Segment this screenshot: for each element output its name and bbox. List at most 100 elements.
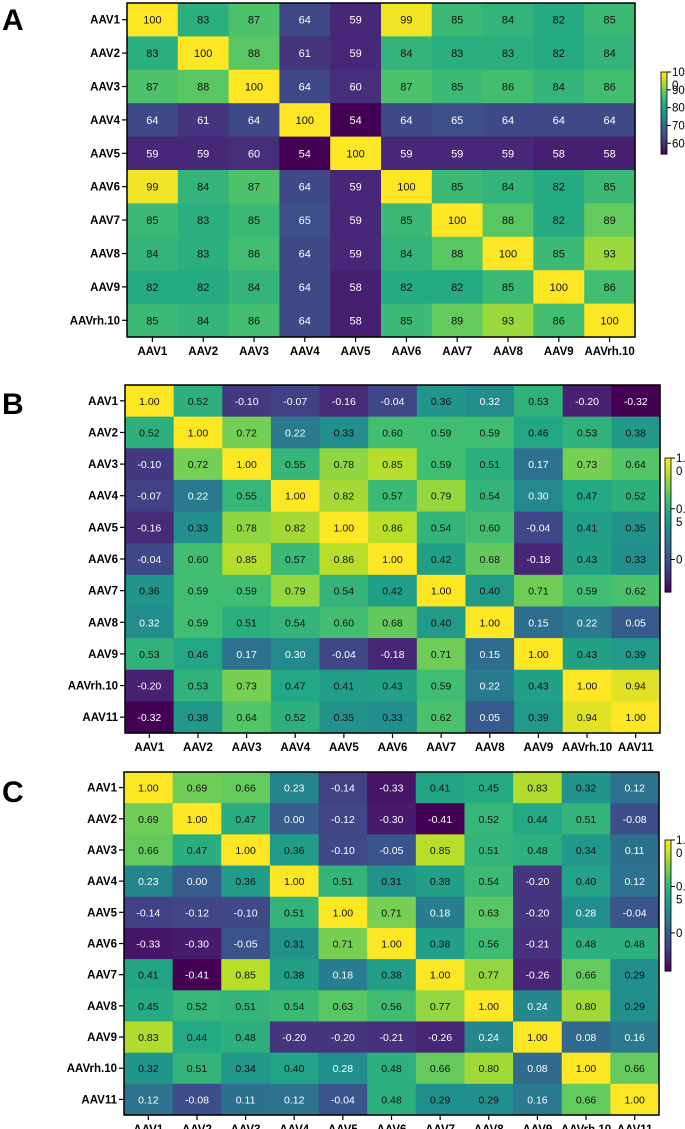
colorbar-segment [661, 80, 667, 83]
cell-value-label: 0.54 [480, 491, 501, 503]
cell-value-label: -0.33 [136, 939, 160, 951]
cell-value-label: 0.45 [138, 1001, 159, 1013]
row-label: AAV1 [87, 783, 117, 795]
cell-value-label: 64 [299, 282, 311, 294]
heatmap-cell [367, 1083, 417, 1116]
cell-value-label: 0.32 [480, 396, 501, 408]
heatmap-cell [319, 416, 369, 449]
colorbar-segment [665, 511, 671, 515]
heatmap-cell [319, 448, 369, 481]
cell-value-label: 0.17 [528, 459, 549, 471]
colorbar-segment [661, 97, 667, 100]
heatmap-cell [381, 36, 433, 71]
heatmap-cell [611, 606, 661, 639]
heatmap-cell [270, 606, 321, 639]
heatmap-cell [562, 638, 612, 671]
cell-value-label: 84 [197, 182, 209, 194]
heatmap-cell [173, 606, 223, 639]
cell-value-label: 85 [553, 249, 565, 261]
cell-value-label: 0.64 [625, 459, 646, 471]
colorbar-segment [665, 478, 671, 481]
colorbar-segment [661, 85, 667, 88]
row-label: AAV4 [87, 876, 117, 888]
cell-value-label: -0.12 [331, 814, 355, 826]
heatmap-cell [465, 638, 515, 671]
colorbar-segment [661, 102, 667, 105]
cell-value-label: 0.31 [381, 876, 402, 888]
colorbar-segment [661, 122, 667, 125]
colorbar-segment [665, 861, 671, 865]
column-label: AAV1 [133, 1124, 163, 1129]
colorbar-segment [665, 458, 671, 461]
cell-value-label: 0.94 [625, 681, 646, 693]
colorbar-segment [661, 151, 667, 154]
colorbar-segment [665, 527, 671, 531]
heatmap-cell [482, 303, 534, 338]
colorbar-segment [665, 896, 671, 900]
cell-value-label: 0.48 [527, 845, 548, 857]
cell-value-label: 0.36 [139, 586, 160, 598]
cell-value-label: 0.56 [381, 1001, 402, 1013]
cell-value-label: -0.04 [526, 522, 550, 534]
heatmap-cell [584, 203, 636, 238]
colorbar-segment [665, 556, 671, 560]
colorbar-segment [665, 578, 671, 582]
colorbar-segment [665, 569, 671, 573]
column-label: AAV4 [290, 346, 320, 358]
cell-value-label: 1.00 [381, 939, 402, 951]
heatmap-cell [269, 772, 320, 804]
heatmap-cell [222, 606, 272, 639]
colorbar-segment [665, 518, 671, 522]
heatmap-cell [222, 701, 272, 734]
colorbar-segment [661, 89, 667, 92]
colorbar-segment [665, 542, 671, 546]
cell-value-label: 64 [299, 249, 311, 261]
cell-value-label: -0.20 [525, 876, 549, 888]
heatmap-cell [318, 865, 368, 898]
cell-value-label: 85 [502, 282, 514, 294]
heatmap-cell [222, 511, 272, 544]
column-label: AAV8 [474, 1124, 504, 1129]
cell-value-label: 0.33 [334, 427, 355, 439]
heatmap-cell [610, 990, 660, 1023]
heatmap-cell [127, 236, 179, 271]
heatmap-cell [125, 574, 175, 608]
cell-value-label: 0.15 [528, 617, 549, 629]
colorbar-segment [665, 901, 671, 904]
heatmap-cell [279, 103, 331, 138]
cell-value-label: 0.71 [381, 907, 402, 919]
cell-value-label: -0.04 [381, 396, 405, 408]
cell-value-label: 58 [553, 148, 565, 160]
cell-value-label: -0.20 [137, 681, 161, 693]
heatmap-cell [514, 574, 564, 608]
heatmap-cell [368, 638, 418, 671]
colorbar-segment [665, 513, 671, 517]
heatmap-cell [584, 103, 636, 138]
cell-value-label: 1.00 [577, 681, 598, 693]
row-label: AAV11 [82, 712, 118, 724]
colorbar-tick-label: 0 [676, 555, 682, 567]
colorbar-segment [665, 844, 671, 848]
cell-value-label: 1.00 [382, 554, 403, 566]
cell-value-label: 0.43 [528, 681, 549, 693]
colorbar-segment [665, 888, 671, 891]
cell-value-label: 0.38 [188, 712, 209, 724]
cell-value-label: 0.16 [624, 1032, 645, 1044]
colorbar-segment [665, 509, 671, 513]
heatmap-cell [177, 69, 230, 104]
heatmap-cell [610, 959, 660, 991]
cell-value-label: 54 [349, 115, 361, 127]
colorbar-segment [665, 589, 671, 593]
heatmap-cell [124, 896, 174, 929]
cell-value-label: 83 [197, 215, 209, 227]
heatmap-cell [381, 203, 433, 238]
cell-value-label: 87 [400, 82, 412, 94]
row-label: AAVrh.10 [70, 315, 120, 327]
cell-value-label: 0.40 [480, 586, 501, 598]
heatmap-cell [561, 959, 611, 991]
colorbar-segment [665, 567, 671, 571]
colorbar-segment [661, 128, 667, 130]
heatmap-cell [368, 416, 418, 449]
heatmap-cell [172, 1083, 222, 1116]
colorbar-tick-label: 90 [672, 85, 685, 97]
